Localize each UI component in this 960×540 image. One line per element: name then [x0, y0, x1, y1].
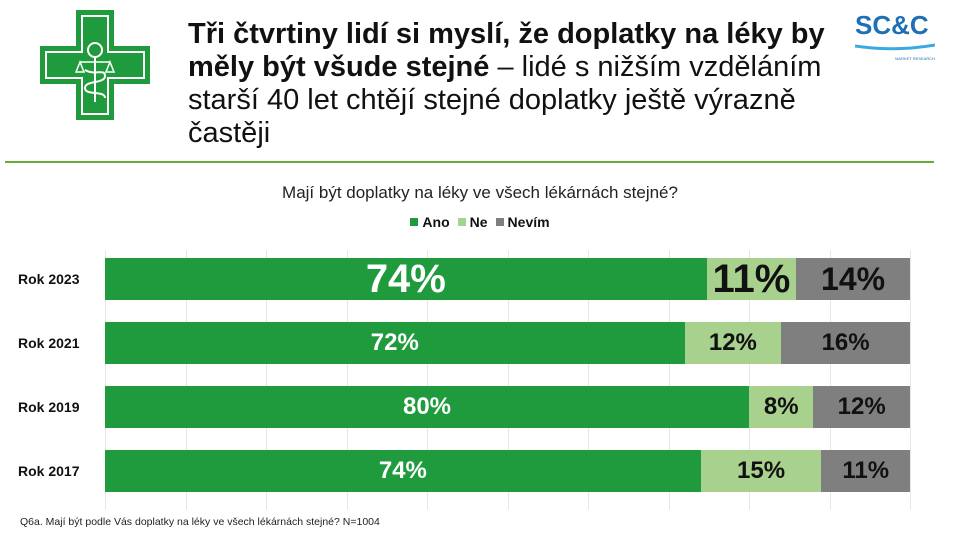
- pharmacy-cross-logo: [40, 10, 150, 120]
- bar-ne: 11%: [706, 257, 797, 301]
- legend-label: Ano: [422, 214, 450, 230]
- gridline: [185, 250, 187, 510]
- gridline: [829, 250, 831, 510]
- divider: [5, 161, 934, 163]
- title-bold: Tři čtvrtiny lidí si myslí, že doplatky …: [188, 18, 825, 83]
- legend-item-ano: Ano: [410, 214, 450, 230]
- gridline: [266, 250, 267, 510]
- bar-nevím: 16%: [781, 322, 910, 364]
- chart: Rok 2023 74% 11% 14% Rok 2021 72% 12% 16% Rok 20…: [0, 250, 960, 510]
- gridline: [507, 250, 509, 510]
- bar-nevím: 14%: [796, 258, 910, 300]
- bar-row: Rok 2017 74% 15% 11%: [0, 450, 960, 492]
- legend-swatch: [457, 218, 466, 226]
- legend: Ano Ne Nevím: [0, 213, 960, 230]
- bar-row: Rok 2021 72% 12% 16%: [0, 322, 960, 364]
- bar-row: Rok 2023 74% 11% 14%: [0, 257, 960, 301]
- page-title: Tři čtvrtiny lidí si myslí, že doplatky …: [188, 18, 848, 150]
- gridline: [910, 250, 911, 510]
- bar-ano: 72%: [105, 322, 685, 364]
- brand-sub: MARKET RESEARCH: [895, 56, 935, 61]
- category-label: Rok 2021: [18, 335, 80, 351]
- footnote: Q6a. Mají být podle Vás doplatky na léky…: [20, 516, 380, 528]
- legend-item-ne: Ne: [457, 214, 488, 230]
- category-label: Rok 2023: [18, 271, 80, 287]
- legend-swatch: [410, 218, 419, 226]
- bar-nevím: 12%: [813, 386, 910, 428]
- wave-icon: [854, 43, 936, 51]
- bar-ano: 80%: [105, 386, 749, 428]
- bar-ne: 12%: [684, 322, 782, 364]
- legend-label: Nevím: [507, 214, 550, 230]
- gridline: [668, 250, 670, 510]
- legend-swatch: [495, 218, 504, 226]
- legend-label: Ne: [469, 214, 488, 230]
- gridline: [105, 250, 106, 510]
- gridline: [346, 250, 348, 510]
- title-rest: – lidé s nižším vzděláním starší 40 let …: [188, 51, 822, 149]
- bar-ne: 15%: [700, 450, 822, 492]
- bar-ano: 74%: [105, 450, 701, 492]
- brand-logo: SC&C MARKET RESEARCH: [854, 10, 936, 61]
- bar-ano: 74%: [105, 257, 707, 301]
- gridline: [588, 250, 589, 510]
- legend-item-nevím: Nevím: [495, 214, 550, 230]
- bar-nevím: 11%: [821, 450, 910, 492]
- gridline: [427, 250, 428, 510]
- bar-ne: 8%: [749, 386, 814, 428]
- category-label: Rok 2019: [18, 399, 80, 415]
- brand-name: SC&C: [855, 10, 929, 40]
- bar-row: Rok 2019 80% 8% 12%: [0, 386, 960, 428]
- gridline: [749, 250, 750, 510]
- category-label: Rok 2017: [18, 463, 80, 479]
- chart-title: Mají být doplatky na léky ve všech lékár…: [282, 183, 678, 202]
